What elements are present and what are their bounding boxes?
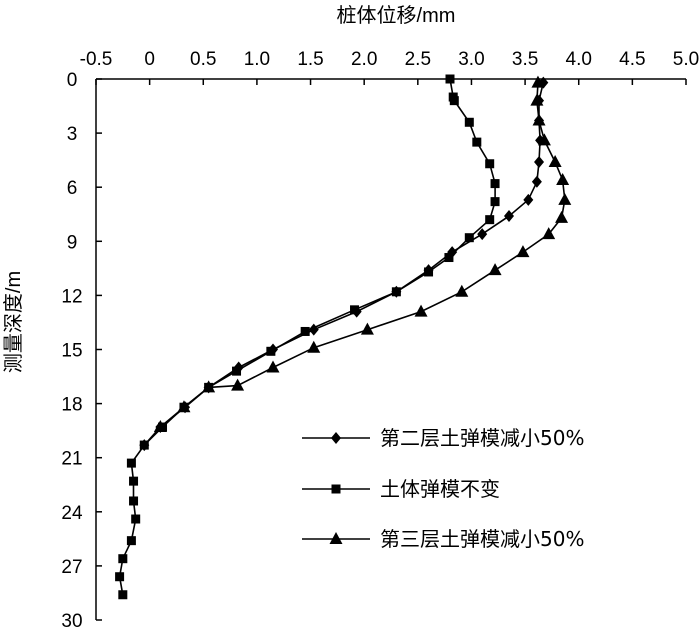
data-point-triangle [531,75,545,88]
data-point-diamond [534,155,545,168]
y-tick-label: 3 [67,124,78,145]
data-point-diamond [477,228,488,241]
series-diamond [139,76,549,452]
data-point-triangle [266,360,280,373]
data-point-triangle [488,263,502,276]
data-point-square [118,554,128,564]
x-tick-label: 3.0 [458,49,484,70]
y-axis-title: 测量深度/m [2,271,25,373]
y-tick-label: 18 [61,395,82,416]
data-point-square [126,458,136,468]
data-point-square [350,305,360,315]
y-tick-label: 9 [67,232,78,253]
data-point-triangle [455,284,469,297]
y-tick-label: 30 [61,611,82,629]
data-point-triangle [307,340,321,353]
series-line [118,78,496,595]
data-point-square [464,233,474,243]
data-point-square [129,496,139,506]
data-point-triangle [555,210,569,223]
data-point-square [126,536,136,546]
data-point-square [139,440,149,450]
x-axis-title: 桩体位移/mm [337,4,456,27]
legend-label: 第三层土弹模减小50% [380,527,584,551]
y-tick-label: 0 [67,70,78,91]
data-point-square [129,476,139,486]
data-point-square [449,96,459,106]
data-point-square [131,514,141,524]
legend-label: 第二层土弹模减小50% [380,426,584,450]
data-point-square [118,590,128,600]
data-point-triangle [530,93,544,106]
legend-label: 土体弹模不变 [380,477,500,501]
data-point-square [464,117,474,127]
x-tick-label: 0.5 [190,49,216,70]
data-point-square [331,484,341,494]
x-tick-label: 4.0 [566,49,592,70]
y-axis-ticks: 0 3 6 9 12 15 18 21 24 27 30 [61,70,102,629]
data-point-triangle [414,304,428,317]
data-point-diamond [504,210,514,223]
x-tick-label: 5.0 [673,49,699,70]
data-point-square [444,253,454,263]
y-tick-label: 12 [61,286,82,307]
data-point-triangle [542,227,556,240]
data-point-square [391,287,401,297]
x-tick-label: 3.5 [512,49,538,70]
data-point-square [472,137,482,147]
data-point-square [445,74,455,84]
data-point-diamond [531,175,542,188]
series-line [159,82,566,428]
data-point-square [115,572,125,582]
data-point-square [424,267,434,277]
data-point-square [490,179,500,189]
x-tick-label: 1.5 [297,49,323,70]
data-point-triangle [231,378,245,391]
data-point-square [232,366,242,376]
series-triangle [153,75,572,433]
data-point-triangle [360,322,374,335]
y-tick-label: 15 [61,341,82,362]
x-tick-label: 1.0 [244,49,270,70]
data-point-triangle [537,133,551,146]
x-axis-ticks: -0.5 0 0.5 1.0 1.5 2.0 2.5 3.0 3.5 4.0 4.5 5.0 [80,49,699,85]
data-point-triangle [202,380,216,393]
legend-item: 土体弹模不变 [302,477,500,501]
data-point-triangle [548,154,562,167]
x-tick-label: -0.5 [80,49,113,70]
data-point-triangle [532,113,546,126]
data-point-square [490,197,500,207]
data-point-triangle [177,400,191,413]
series-layer [115,74,572,600]
data-point-diamond [331,432,341,444]
x-tick-label: 4.5 [619,49,645,70]
data-point-square [485,159,495,169]
data-point-square [266,346,276,356]
data-point-triangle [558,192,572,205]
legend-item: 第三层土弹模减小50% [302,527,584,551]
data-point-triangle [556,172,570,185]
x-tick-label: 2.0 [351,49,377,70]
data-point-diamond [523,193,534,206]
y-tick-label: 6 [67,178,78,199]
data-point-square [300,326,310,336]
x-tick-label: 0 [144,49,155,70]
data-point-triangle [329,532,343,544]
legend-item: 第二层土弹模减小50% [302,426,584,450]
y-tick-label: 27 [61,557,82,578]
y-tick-label: 21 [61,449,82,470]
data-point-triangle [516,245,530,258]
data-point-triangle [153,420,167,433]
y-tick-label: 24 [61,503,83,524]
x-tick-label: 2.5 [405,49,431,70]
series-square [115,74,500,600]
data-point-square [485,215,495,225]
